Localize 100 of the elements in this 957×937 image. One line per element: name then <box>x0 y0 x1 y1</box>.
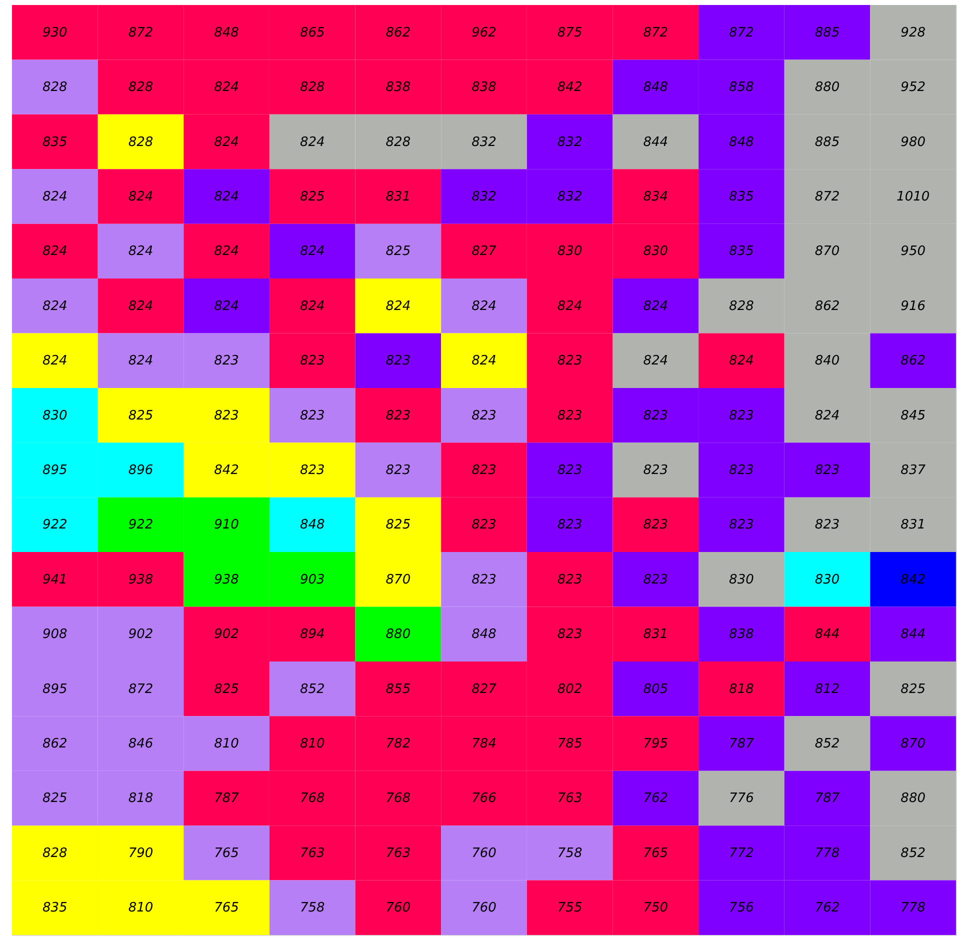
data-label: 825 <box>214 682 239 697</box>
data-label: 838 <box>386 80 411 96</box>
data-label: 962 <box>472 25 496 40</box>
data-label: 787 <box>214 791 240 806</box>
data-label: 828 <box>42 80 68 96</box>
data-label: 848 <box>729 134 754 150</box>
data-label: 778 <box>814 846 840 861</box>
data-label: 823 <box>729 463 754 478</box>
data-label: 823 <box>472 518 496 533</box>
data-label: 824 <box>300 244 325 260</box>
data-label: 846 <box>128 736 154 752</box>
data-label: 795 <box>643 736 668 752</box>
data-label: 852 <box>300 682 325 697</box>
data-label: 824 <box>214 80 239 96</box>
data-label: 823 <box>643 408 668 424</box>
data-label: 823 <box>557 408 582 424</box>
data-label: 832 <box>557 189 582 204</box>
data-label: 848 <box>643 80 668 96</box>
data-label: 824 <box>128 298 154 314</box>
data-label: 824 <box>42 244 68 260</box>
data-label: 830 <box>814 572 840 588</box>
data-label: 828 <box>386 134 411 150</box>
data-label: 823 <box>814 463 840 478</box>
data-label: 760 <box>472 846 496 861</box>
data-label: 845 <box>900 408 926 424</box>
data-label: 824 <box>386 298 411 314</box>
data-label: 787 <box>814 791 840 806</box>
data-label: 785 <box>557 736 582 752</box>
data-label: 812 <box>814 682 840 697</box>
data-label: 758 <box>300 900 325 916</box>
data-label: 823 <box>557 518 582 533</box>
data-label: 825 <box>386 518 411 533</box>
data-label: 823 <box>386 354 411 369</box>
data-label: 922 <box>42 518 68 533</box>
data-label: 831 <box>900 518 926 533</box>
data-label: 870 <box>900 736 926 752</box>
data-label: 980 <box>900 134 926 150</box>
data-label: 896 <box>128 463 154 478</box>
data-label: 825 <box>42 791 68 806</box>
data-label: 758 <box>557 846 582 861</box>
data-label: 824 <box>42 354 68 369</box>
data-label: 763 <box>557 791 582 806</box>
data-label: 832 <box>472 134 496 150</box>
data-label: 765 <box>214 846 239 861</box>
data-label: 865 <box>300 25 325 40</box>
data-label: 823 <box>472 572 496 588</box>
data-label: 828 <box>300 80 325 96</box>
data-label: 825 <box>900 682 926 697</box>
data-label: 823 <box>643 463 668 478</box>
data-label: 825 <box>128 408 154 424</box>
data-label: 862 <box>900 354 926 369</box>
data-label: 930 <box>42 25 68 40</box>
data-label: 756 <box>729 900 754 916</box>
data-label: 872 <box>643 25 668 40</box>
data-label: 910 <box>214 518 239 533</box>
data-label: 818 <box>729 682 754 697</box>
data-label: 952 <box>900 80 926 96</box>
data-label: 828 <box>729 298 754 314</box>
data-label: 827 <box>472 682 498 697</box>
data-label: 823 <box>557 463 582 478</box>
data-label: 760 <box>472 900 496 916</box>
data-label: 762 <box>643 791 668 806</box>
data-label: 922 <box>128 518 154 533</box>
data-label: 852 <box>814 736 840 752</box>
data-label: 880 <box>386 627 411 642</box>
data-label: 824 <box>472 354 496 369</box>
data-label: 823 <box>643 518 668 533</box>
data-label: 766 <box>472 791 496 806</box>
data-label: 862 <box>814 298 840 314</box>
data-label: 828 <box>128 134 154 150</box>
data-label: 903 <box>300 572 325 588</box>
data-label: 823 <box>729 518 754 533</box>
data-label: 824 <box>814 408 840 424</box>
data-label: 772 <box>729 846 754 861</box>
data-label: 790 <box>128 846 154 861</box>
data-label: 760 <box>386 900 411 916</box>
data-label: 823 <box>386 408 411 424</box>
data-label: 763 <box>386 846 411 861</box>
data-label: 824 <box>643 354 668 369</box>
data-label: 762 <box>814 900 840 916</box>
data-label: 835 <box>729 244 754 260</box>
data-label: 824 <box>128 244 154 260</box>
data-label: 855 <box>386 682 411 697</box>
data-label: 902 <box>214 627 239 642</box>
data-label: 823 <box>643 572 668 588</box>
data-label: 823 <box>729 408 754 424</box>
data-label: 862 <box>386 25 411 40</box>
data-label: 824 <box>300 298 325 314</box>
data-label: 885 <box>814 134 840 150</box>
data-label: 805 <box>643 682 668 697</box>
data-label: 895 <box>42 682 68 697</box>
data-label: 824 <box>42 298 68 314</box>
data-label: 823 <box>472 408 496 424</box>
data-label: 875 <box>557 25 582 40</box>
data-label: 870 <box>386 572 411 588</box>
data-label: 830 <box>557 244 582 260</box>
data-label: 784 <box>472 736 496 752</box>
data-label: 831 <box>643 627 668 642</box>
data-label: 824 <box>643 298 668 314</box>
data-label: 782 <box>386 736 411 752</box>
